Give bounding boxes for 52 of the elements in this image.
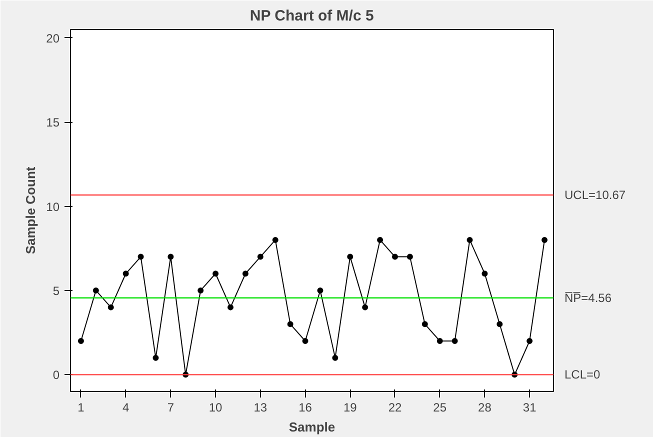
- x-tick-label: 16: [298, 400, 312, 414]
- point: [122, 270, 129, 277]
- x-tick-label: 1: [78, 400, 85, 414]
- point: [198, 287, 204, 294]
- x-tick-label: 25: [433, 400, 447, 414]
- point: [317, 287, 324, 294]
- y-tick-label: 20: [46, 31, 60, 46]
- point: [332, 354, 338, 361]
- x-tick-label: 13: [254, 400, 268, 414]
- point: [392, 254, 398, 260]
- x-tick-label: 28: [478, 400, 492, 414]
- point: [542, 236, 548, 243]
- point: [212, 270, 219, 277]
- point: [272, 236, 278, 243]
- y-tick-label: 10: [46, 200, 60, 214]
- x-axis-title: Sample: [288, 420, 336, 434]
- point: [526, 338, 533, 344]
- y-tick-label: 0: [52, 368, 60, 382]
- y-axis-title: Sample Count: [23, 166, 38, 254]
- point: [362, 304, 368, 310]
- point: [406, 254, 413, 260]
- point: [152, 354, 159, 361]
- point: [228, 304, 234, 310]
- x-tick-label: 31: [522, 400, 537, 414]
- point: [496, 321, 503, 328]
- point: [242, 270, 248, 277]
- x-tick-label: 10: [208, 400, 223, 414]
- y-tick-label: 5: [52, 284, 60, 298]
- point: [452, 338, 458, 344]
- chart-title: NP Chart of M/c 5: [250, 8, 374, 24]
- point: [287, 321, 294, 328]
- x-tick-label: 22: [388, 400, 402, 414]
- point: [257, 254, 264, 260]
- point: [482, 270, 488, 277]
- point: [436, 338, 443, 344]
- y-tick-label: 15: [46, 116, 60, 130]
- point: [168, 254, 174, 260]
- point: [108, 304, 114, 310]
- x-tick-label: 4: [122, 400, 130, 414]
- x-tick-label: 7: [167, 400, 174, 414]
- x-tick-label: 19: [343, 400, 358, 414]
- point: [377, 236, 384, 243]
- point: [78, 338, 84, 344]
- point: [92, 287, 99, 294]
- ref-line-label: UCL=10.67: [564, 188, 626, 202]
- point: [422, 321, 428, 328]
- ref-line-label: N̅P̅=4.56: [564, 290, 612, 305]
- point: [347, 254, 354, 260]
- point: [302, 338, 308, 344]
- point: [138, 254, 144, 260]
- ref-line-label: LCL=0: [564, 368, 601, 382]
- point: [466, 236, 473, 243]
